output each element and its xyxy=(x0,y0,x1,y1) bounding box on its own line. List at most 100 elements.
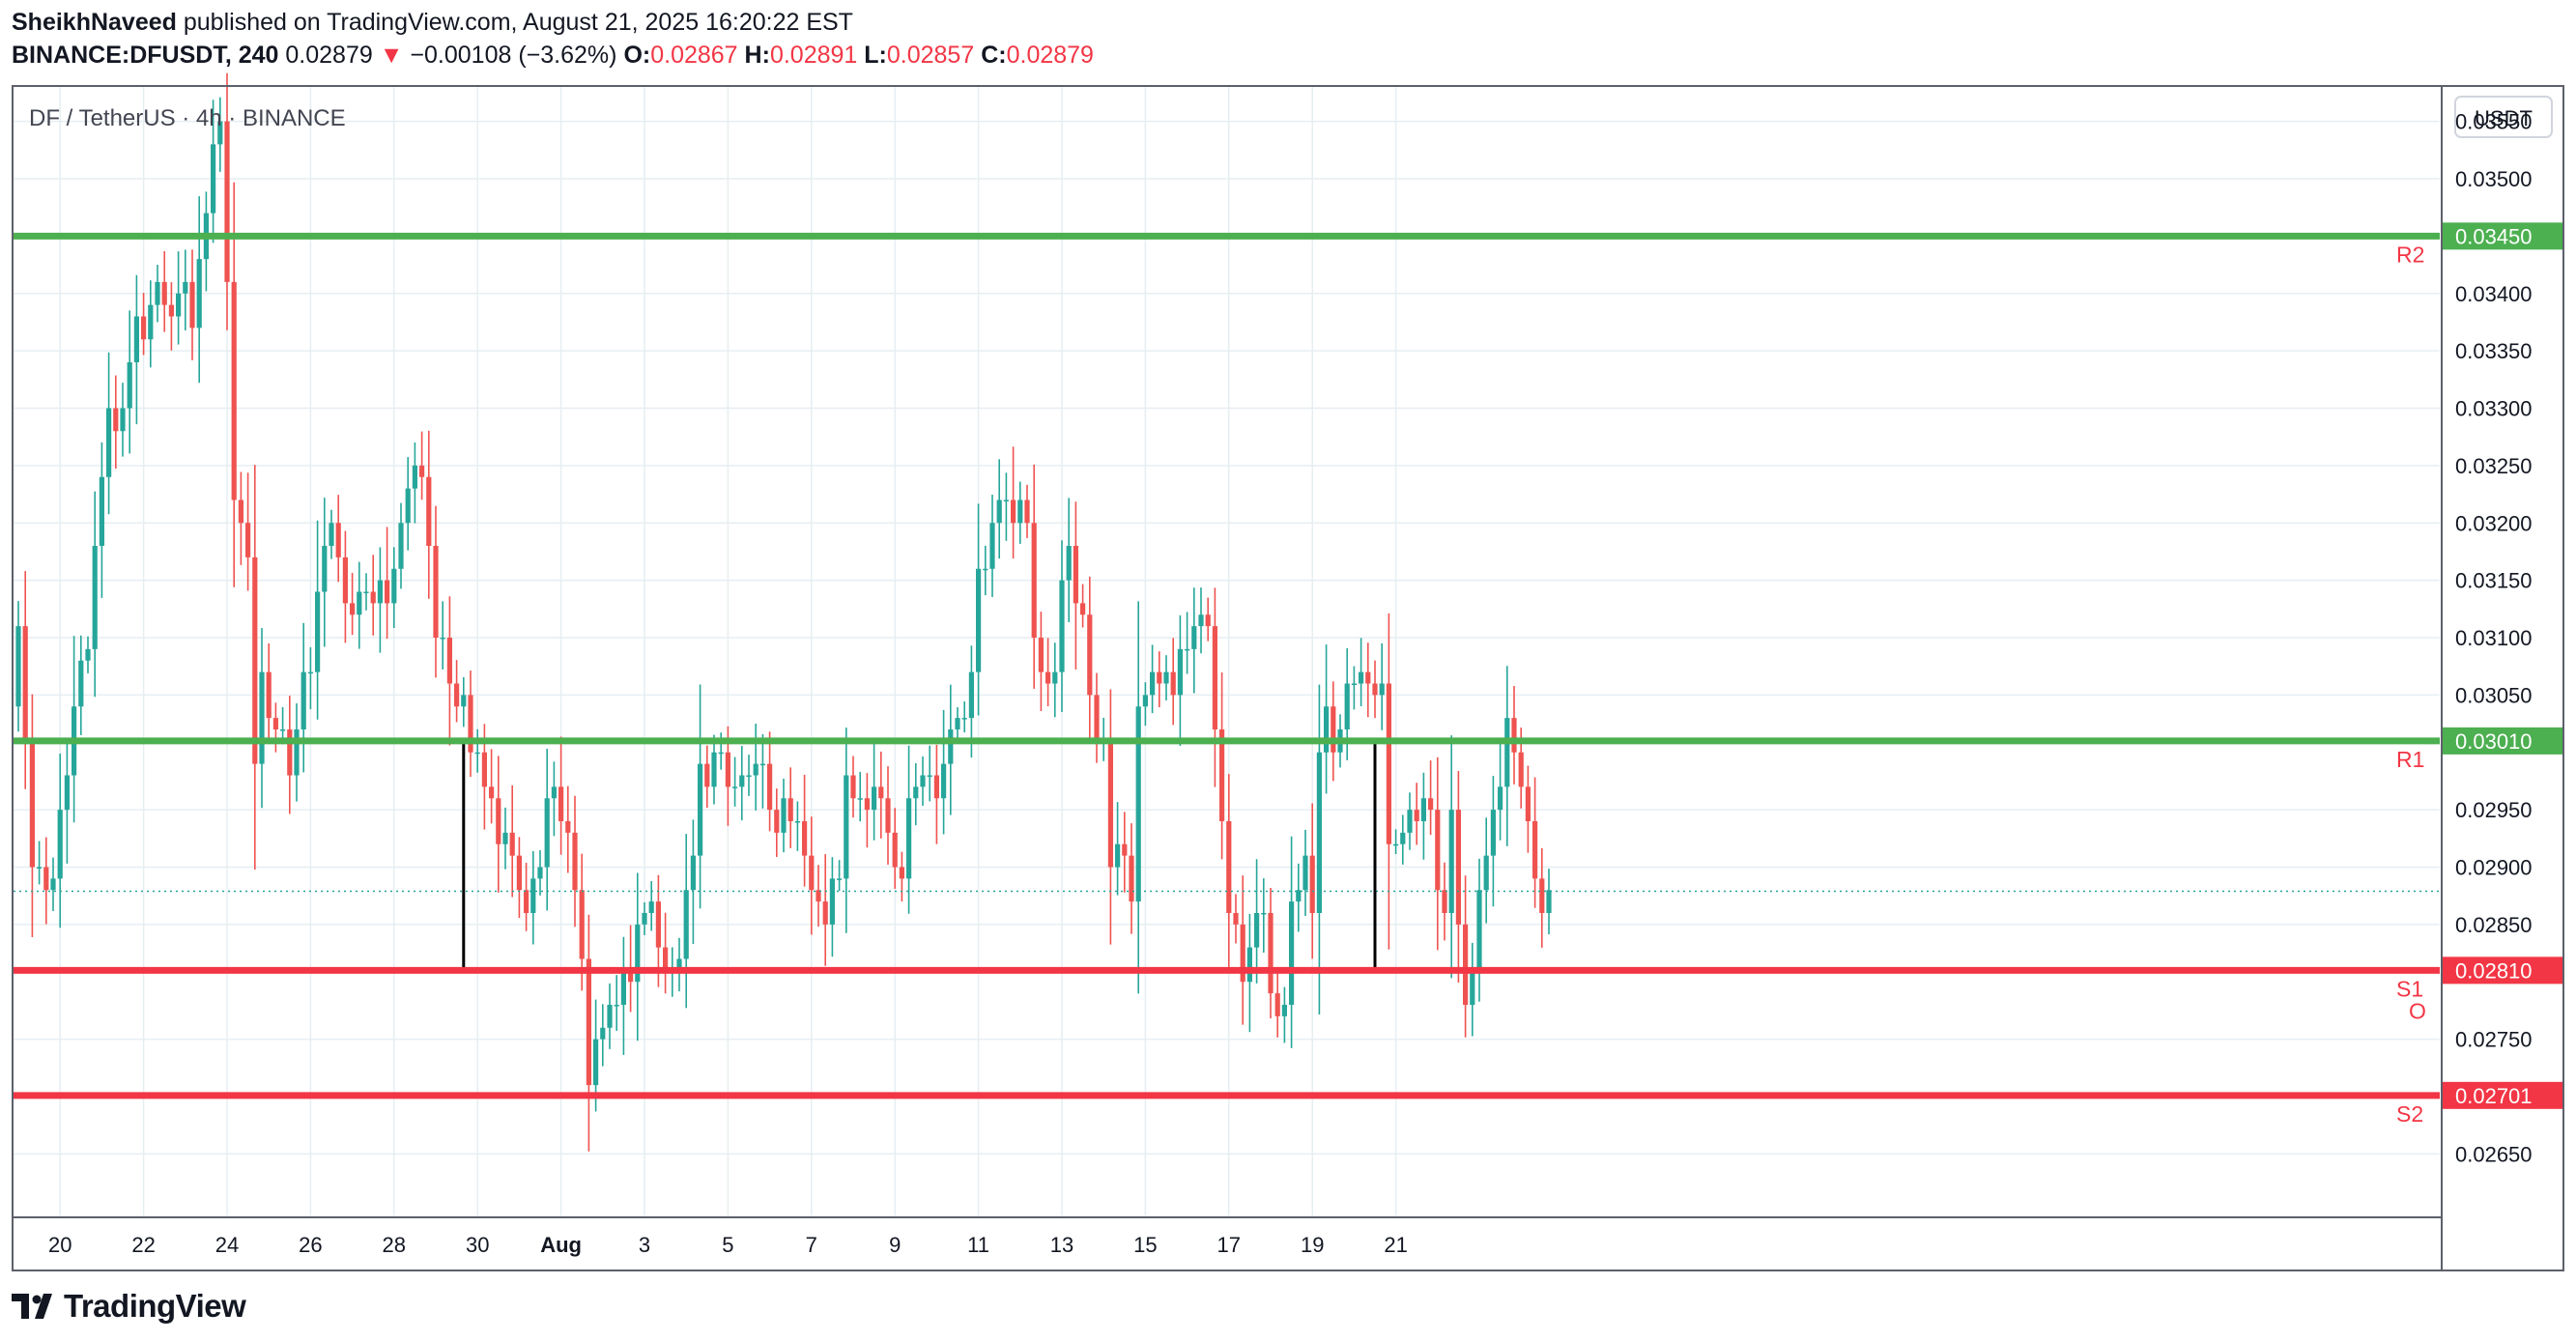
candle-body[interactable] xyxy=(968,671,974,719)
candle-body[interactable] xyxy=(802,821,808,856)
candle-body[interactable] xyxy=(113,408,119,432)
candle-body[interactable] xyxy=(50,878,56,891)
candle-body[interactable] xyxy=(57,810,63,879)
candle-body[interactable] xyxy=(211,144,216,214)
candle-body[interactable] xyxy=(1420,798,1426,821)
candle-body[interactable] xyxy=(176,293,182,317)
candle-body[interactable] xyxy=(1316,752,1322,913)
candle-body[interactable] xyxy=(683,890,689,959)
candle-body[interactable] xyxy=(1414,810,1419,821)
candle-body[interactable] xyxy=(781,798,787,833)
candle-body[interactable] xyxy=(481,752,487,787)
candle-body[interactable] xyxy=(148,304,154,340)
candle-body[interactable] xyxy=(377,580,383,604)
candle-body[interactable] xyxy=(350,603,356,615)
candle-body[interactable] xyxy=(739,775,745,787)
candle-body[interactable] xyxy=(1003,499,1009,502)
candle-body[interactable] xyxy=(1073,546,1078,604)
candle-body[interactable] xyxy=(537,867,543,879)
candle-body[interactable] xyxy=(294,729,300,776)
candle-body[interactable] xyxy=(1024,499,1030,524)
candle-body[interactable] xyxy=(1379,683,1385,696)
candle-body[interactable] xyxy=(1045,671,1051,684)
candle-body[interactable] xyxy=(412,465,417,489)
candle-body[interactable] xyxy=(64,775,70,811)
candle-body[interactable] xyxy=(78,660,84,707)
candle-body[interactable] xyxy=(342,556,348,604)
candle-body[interactable] xyxy=(454,683,460,707)
candle-body[interactable] xyxy=(1094,695,1100,741)
candle-body[interactable] xyxy=(363,591,369,594)
candle-body[interactable] xyxy=(1150,671,1156,696)
candle-body[interactable] xyxy=(787,798,793,821)
candle-body[interactable] xyxy=(941,763,947,799)
candle-body[interactable] xyxy=(1532,821,1538,879)
candle-body[interactable] xyxy=(509,832,515,856)
candle-body[interactable] xyxy=(927,775,932,778)
candle-body[interactable] xyxy=(15,626,21,707)
candle-body[interactable] xyxy=(1107,740,1113,868)
candle-body[interactable] xyxy=(22,626,28,741)
candle-body[interactable] xyxy=(1198,614,1204,627)
candle-body[interactable] xyxy=(1372,683,1378,696)
candle-body[interactable] xyxy=(899,867,904,879)
candle-body[interactable] xyxy=(1490,810,1496,856)
candle-body[interactable] xyxy=(29,740,35,868)
candle-body[interactable] xyxy=(1518,752,1524,787)
candle-body[interactable] xyxy=(168,304,174,317)
candle-body[interactable] xyxy=(433,546,439,638)
candle-body[interactable] xyxy=(620,970,626,1005)
candle-body[interactable] xyxy=(1066,546,1072,581)
candle-body[interactable] xyxy=(663,947,669,971)
symbol-name[interactable]: BINANCE:DFUSDT, 240 xyxy=(12,42,279,69)
candle-body[interactable] xyxy=(1455,810,1461,925)
candle-body[interactable] xyxy=(524,890,530,913)
candle-body[interactable] xyxy=(1359,671,1364,684)
candle-body[interactable] xyxy=(238,499,243,524)
candle-body[interactable] xyxy=(43,867,49,891)
candle-body[interactable] xyxy=(816,890,821,902)
candle-body[interactable] xyxy=(1351,683,1357,686)
candle-body[interactable] xyxy=(398,523,404,569)
candle-body[interactable] xyxy=(1261,913,1267,915)
candle-body[interactable] xyxy=(732,786,738,788)
candle-body[interactable] xyxy=(1470,970,1475,1005)
candle-body[interactable] xyxy=(1525,786,1531,821)
candle-body[interactable] xyxy=(579,890,585,959)
candle-body[interactable] xyxy=(614,1005,619,1007)
candle-body[interactable] xyxy=(1038,638,1044,672)
candle-body[interactable] xyxy=(676,958,682,971)
candle-body[interactable] xyxy=(183,281,188,294)
candle-body[interactable] xyxy=(1087,614,1093,696)
candle-body[interactable] xyxy=(357,591,362,615)
candle-body[interactable] xyxy=(642,913,647,925)
candle-body[interactable] xyxy=(607,1005,613,1028)
candle-body[interactable] xyxy=(315,591,321,672)
candle-body[interactable] xyxy=(287,729,293,776)
candle-body[interactable] xyxy=(600,1027,606,1040)
candle-body[interactable] xyxy=(1191,626,1197,649)
candle-body[interactable] xyxy=(370,591,376,604)
candle-body[interactable] xyxy=(322,546,328,592)
candle-body[interactable] xyxy=(335,523,341,557)
candle-body[interactable] xyxy=(1435,810,1441,891)
candle-body[interactable] xyxy=(141,316,147,340)
candle-body[interactable] xyxy=(1115,843,1121,868)
candle-body[interactable] xyxy=(837,878,843,880)
candle-body[interactable] xyxy=(704,763,710,787)
candle-body[interactable] xyxy=(224,121,230,282)
candle-body[interactable] xyxy=(155,281,160,305)
candle-body[interactable] xyxy=(1483,855,1489,891)
candle-body[interactable] xyxy=(1052,671,1058,684)
candle-body[interactable] xyxy=(774,810,780,833)
candle-body[interactable] xyxy=(1344,683,1350,730)
candle-body[interactable] xyxy=(1296,890,1302,902)
candle-body[interactable] xyxy=(440,638,445,640)
candle-body[interactable] xyxy=(1324,706,1330,753)
candle-body[interactable] xyxy=(1393,843,1399,846)
author-name[interactable]: SheikhNaveed xyxy=(12,9,177,36)
candle-body[interactable] xyxy=(1448,810,1454,913)
candle-body[interactable] xyxy=(933,775,939,799)
candle-body[interactable] xyxy=(496,798,501,844)
candle-body[interactable] xyxy=(885,798,891,833)
